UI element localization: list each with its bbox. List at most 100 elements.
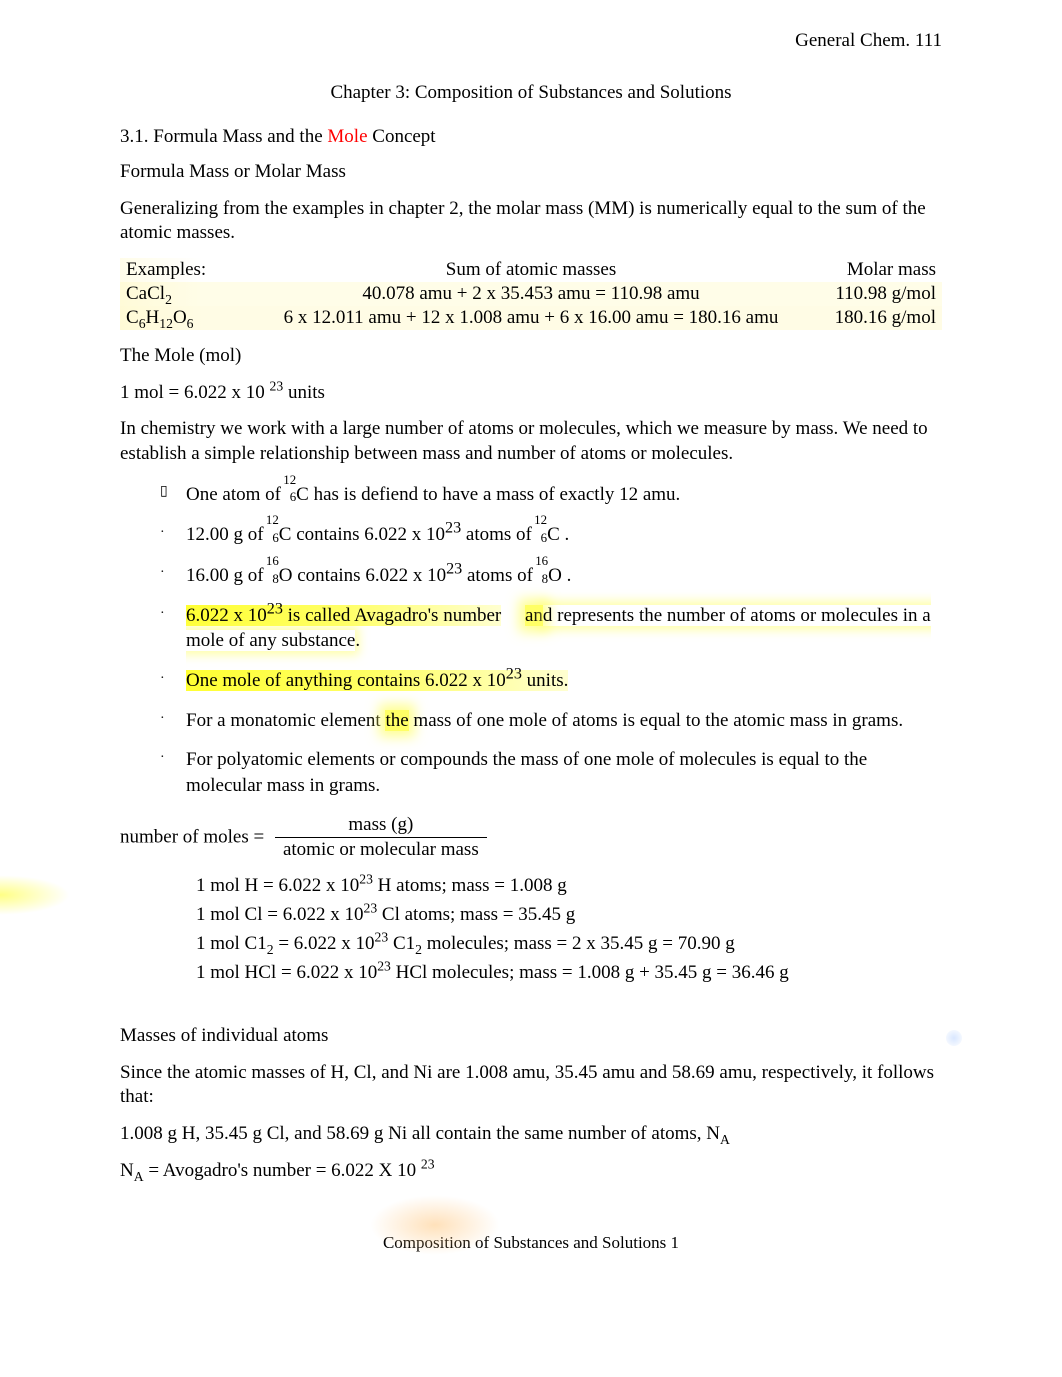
iso-top: 12 bbox=[534, 514, 547, 527]
heading-prefix: 3.1. Formula Mass and the bbox=[120, 126, 327, 147]
iso-sym: C bbox=[547, 524, 560, 545]
page: General Chem. 111 Chapter 3: Composition… bbox=[0, 0, 1062, 1293]
mole-example-line: 1 mol HCl = 6.022 x 1023 HCl molecules; … bbox=[196, 962, 942, 984]
g-12: 12 bbox=[159, 316, 173, 331]
cell-formula-cacl2: CaCl2 bbox=[120, 282, 250, 306]
course-header: General Chem. 111 bbox=[120, 30, 942, 52]
bullet-icon: · bbox=[160, 605, 165, 624]
iso-sym: C bbox=[279, 524, 292, 545]
frac-numerator: mass (g) bbox=[275, 813, 487, 838]
iso-bot: 6 bbox=[290, 491, 296, 504]
b2-end: . bbox=[562, 565, 572, 586]
highlight-span: the bbox=[385, 710, 408, 731]
b1-mid2: atoms of bbox=[461, 524, 536, 545]
l3exp: 23 bbox=[375, 930, 389, 945]
highlight-span: an bbox=[525, 605, 543, 626]
section-3-1-heading: 3.1. Formula Mass and the Mole Concept bbox=[120, 126, 942, 148]
g-h: H bbox=[146, 307, 160, 328]
list-item: · For a monatomic element the mass of on… bbox=[160, 708, 942, 734]
b2-exp: 23 bbox=[446, 561, 462, 578]
isotope-c12: 126 bbox=[286, 481, 296, 500]
cell-mm-cacl2: 110.98 g/mol bbox=[812, 282, 942, 306]
mole-examples-block: 1 mol H = 6.022 x 1023 H atoms; mass = 1… bbox=[196, 875, 942, 984]
b3-hl-exp: 23 bbox=[267, 600, 283, 617]
highlight-span: 6.022 x 1023 is called Avagadro's number bbox=[186, 605, 501, 626]
b3-hl-mid: is called Avagadro's number bbox=[283, 605, 501, 626]
moles-formula: number of moles = mass (g) atomic or mol… bbox=[120, 813, 942, 863]
formula-lhs: number of moles = bbox=[120, 826, 269, 847]
mole-eq-post: units bbox=[283, 382, 325, 403]
cell-sum-cacl2: 40.078 amu + 2 x 35.453 amu = 110.98 amu bbox=[250, 282, 812, 306]
iso-bot: 8 bbox=[272, 573, 278, 586]
cell-sum-glucose: 6 x 12.011 amu + 12 x 1.008 amu + 6 x 16… bbox=[250, 306, 812, 330]
highlight-span: One mole of anything contains 6.022 x 10… bbox=[186, 670, 568, 691]
b3-gap bbox=[501, 605, 525, 626]
iso-bot: 6 bbox=[272, 532, 278, 545]
m2-pre: N bbox=[120, 1160, 134, 1181]
b5-pre: For a monatomic element bbox=[186, 710, 385, 731]
th-sum: Sum of atomic masses bbox=[250, 258, 812, 282]
isotope-c12: 126 bbox=[268, 521, 278, 540]
spacer bbox=[120, 994, 942, 1012]
m2-sup: 23 bbox=[421, 1156, 435, 1171]
b2-pre: 16.00 g of bbox=[186, 565, 268, 586]
l3d: molecules; mass = 2 x 35.45 g = 70.90 g bbox=[422, 933, 735, 954]
l2exp: 23 bbox=[363, 901, 377, 916]
g-c: C bbox=[126, 307, 139, 328]
table-row: CaCl2 40.078 amu + 2 x 35.453 amu = 110.… bbox=[120, 282, 942, 306]
examples-table: Examples: Sum of atomic masses Molar mas… bbox=[120, 258, 942, 330]
masses-paragraph: Since the atomic masses of H, Cl, and Ni… bbox=[120, 1061, 942, 1110]
b6-text: For polyatomic elements or compounds the… bbox=[186, 749, 867, 796]
list-item: · For polyatomic elements or compounds t… bbox=[160, 747, 942, 798]
iso-sym: C bbox=[296, 484, 309, 505]
b4-exp: 23 bbox=[506, 666, 522, 683]
l2a: 1 mol Cl = 6.022 x 10 bbox=[196, 904, 363, 925]
b4-pre: One mole of anything contains 6.022 x 10 bbox=[186, 670, 506, 691]
iso-bot: 8 bbox=[542, 573, 548, 586]
isotope-o16: 168 bbox=[268, 562, 278, 581]
b3-dot: . bbox=[355, 630, 360, 651]
b1-pre: 12.00 g of bbox=[186, 524, 268, 545]
mole-example-line: 1 mol C12 = 6.022 x 1023 C12 molecules; … bbox=[196, 933, 942, 955]
masses-line2: NA = Avogadro's number = 6.022 X 10 23 bbox=[120, 1159, 942, 1184]
masses-line1: 1.008 g H, 35.45 g Cl, and 58.69 g Ni al… bbox=[120, 1122, 942, 1147]
iso-sym: O bbox=[279, 565, 293, 586]
th-molar-mass: Molar mass bbox=[812, 258, 942, 282]
b2-mid: contains 6.022 x 10 bbox=[293, 565, 447, 586]
chapter-title: Chapter 3: Composition of Substances and… bbox=[120, 82, 942, 104]
b4-post: units. bbox=[522, 670, 568, 691]
iso-top: 12 bbox=[283, 474, 296, 487]
formula-mass-subhead: Formula Mass or Molar Mass bbox=[120, 160, 942, 185]
bullet-icon: · bbox=[160, 524, 165, 543]
mole-paragraph: In chemistry we work with a large number… bbox=[120, 417, 942, 466]
b2-mid2: atoms of bbox=[462, 565, 537, 586]
iso-top: 16 bbox=[266, 555, 279, 568]
l3s2: 2 bbox=[415, 942, 422, 957]
b3-hl-pre: 6.022 x 10 bbox=[186, 605, 267, 626]
the-mole-heading: The Mole (mol) bbox=[120, 344, 942, 369]
m1-pre: 1.008 g H, 35.45 g Cl, and 58.69 g Ni al… bbox=[120, 1123, 720, 1144]
heading-suffix: Concept bbox=[368, 126, 436, 147]
cell-formula-glucose: C6H12O6 bbox=[120, 306, 250, 330]
g-6a: 6 bbox=[139, 316, 146, 331]
frac-denominator: atomic or molecular mass bbox=[275, 837, 487, 863]
l3c: C1 bbox=[388, 933, 415, 954]
bullet-icon: · bbox=[160, 670, 165, 689]
l4a: 1 mol HCl = 6.022 x 10 bbox=[196, 962, 377, 983]
l1a: 1 mol H = 6.022 x 10 bbox=[196, 875, 359, 896]
list-item: · 12.00 g of 126C contains 6.022 x 1023 … bbox=[160, 521, 942, 548]
bullet-icon: · bbox=[160, 710, 165, 729]
bullet-icon: · bbox=[160, 564, 165, 583]
l1exp: 23 bbox=[359, 872, 373, 887]
heading-mole-red: Mole bbox=[327, 126, 367, 147]
l3b: = 6.022 x 10 bbox=[274, 933, 375, 954]
fraction: mass (g) atomic or molecular mass bbox=[275, 813, 487, 863]
b0-post: has is defiend to have a mass of exactly… bbox=[309, 484, 680, 505]
generalizing-paragraph: Generalizing from the examples in chapte… bbox=[120, 197, 942, 246]
m1-sub: A bbox=[720, 1132, 730, 1147]
isotope-c12: 126 bbox=[537, 521, 547, 540]
mole-equation: 1 mol = 6.022 x 10 23 units bbox=[120, 381, 942, 406]
list-item: · 16.00 g of 168O contains 6.022 x 1023 … bbox=[160, 562, 942, 589]
l1b: H atoms; mass = 1.008 g bbox=[373, 875, 567, 896]
list-item: ▯ One atom of 126C has is defiend to hav… bbox=[160, 481, 942, 508]
